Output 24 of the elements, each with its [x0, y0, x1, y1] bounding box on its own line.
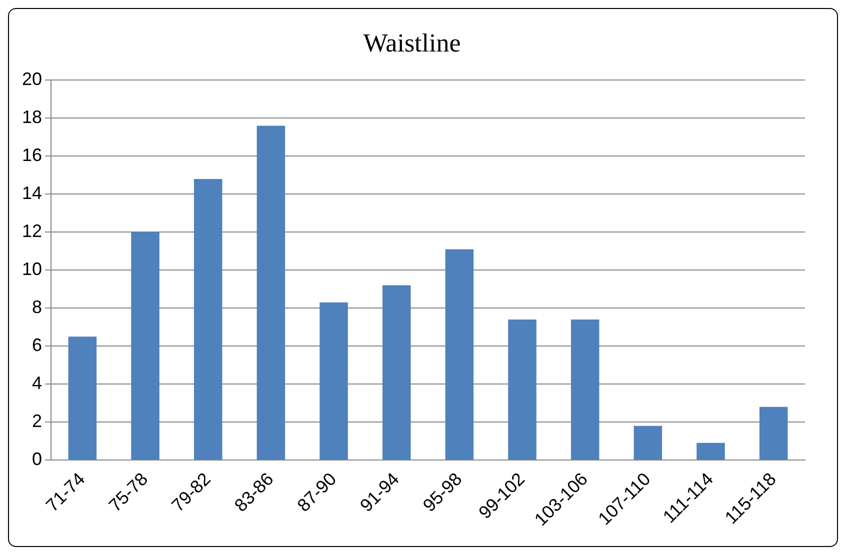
- bar: [68, 336, 97, 460]
- bar: [131, 232, 160, 460]
- y-tick-label: 8: [32, 297, 42, 318]
- bar: [570, 319, 600, 460]
- bar: [320, 302, 348, 460]
- y-tick-label: 14: [22, 183, 42, 204]
- bar: [256, 126, 286, 460]
- y-tick-label: 10: [22, 259, 42, 280]
- y-tick-label: 16: [22, 145, 42, 166]
- y-tick-label: 12: [22, 221, 42, 242]
- bar: [759, 406, 788, 460]
- bar: [382, 285, 411, 460]
- bar: [508, 319, 536, 460]
- y-tick-label: 6: [32, 335, 42, 356]
- chart-title: Waistline: [363, 28, 461, 58]
- y-tick-label: 20: [22, 69, 42, 90]
- y-tick-label: 18: [22, 107, 42, 128]
- bar: [696, 442, 725, 460]
- y-tick-label: 4: [32, 373, 42, 394]
- bar: [634, 426, 662, 460]
- bar: [194, 178, 222, 460]
- y-tick-label: 2: [32, 411, 42, 432]
- y-tick-label: 0: [32, 448, 42, 469]
- bar: [445, 249, 474, 460]
